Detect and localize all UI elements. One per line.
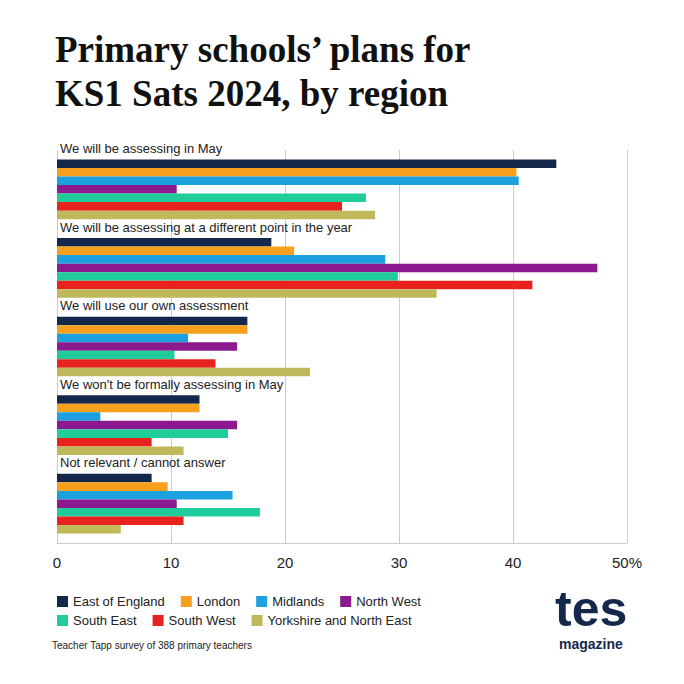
svg-text:Midlands: Midlands	[272, 594, 325, 609]
svg-text:20: 20	[277, 554, 294, 571]
svg-text:30: 30	[391, 554, 408, 571]
svg-text:We will use our own assessment: We will use our own assessment	[60, 298, 249, 313]
svg-text:tes: tes	[555, 581, 627, 637]
svg-text:East of England: East of England	[73, 594, 165, 609]
svg-text:KS1 Sats 2024, by region: KS1 Sats 2024, by region	[55, 73, 448, 114]
svg-text:40: 40	[505, 554, 522, 571]
svg-text:Not relevant / cannot answer: Not relevant / cannot answer	[60, 455, 226, 470]
svg-text:Primary schools’ plans for: Primary schools’ plans for	[55, 29, 479, 70]
svg-text:South West: South West	[169, 613, 236, 628]
svg-text:South East: South East	[73, 613, 137, 628]
svg-text:50%: 50%	[612, 554, 642, 571]
svg-text:Teacher Tapp survey of 388 pri: Teacher Tapp survey of 388 primary teach…	[52, 640, 252, 651]
svg-text:10: 10	[163, 554, 180, 571]
svg-text:We won't be formally assessing: We won't be formally assessing in May	[60, 377, 284, 392]
svg-text:We will be assessing at a diff: We will be assessing at a different poin…	[60, 220, 353, 235]
svg-text:North West: North West	[356, 594, 421, 609]
svg-text:London: London	[197, 594, 240, 609]
svg-text:0: 0	[53, 554, 61, 571]
svg-text:Yorkshire and North East: Yorkshire and North East	[268, 613, 412, 628]
svg-text:We will be assessing in May: We will be assessing in May	[60, 141, 223, 156]
svg-text:magazine: magazine	[559, 636, 623, 652]
